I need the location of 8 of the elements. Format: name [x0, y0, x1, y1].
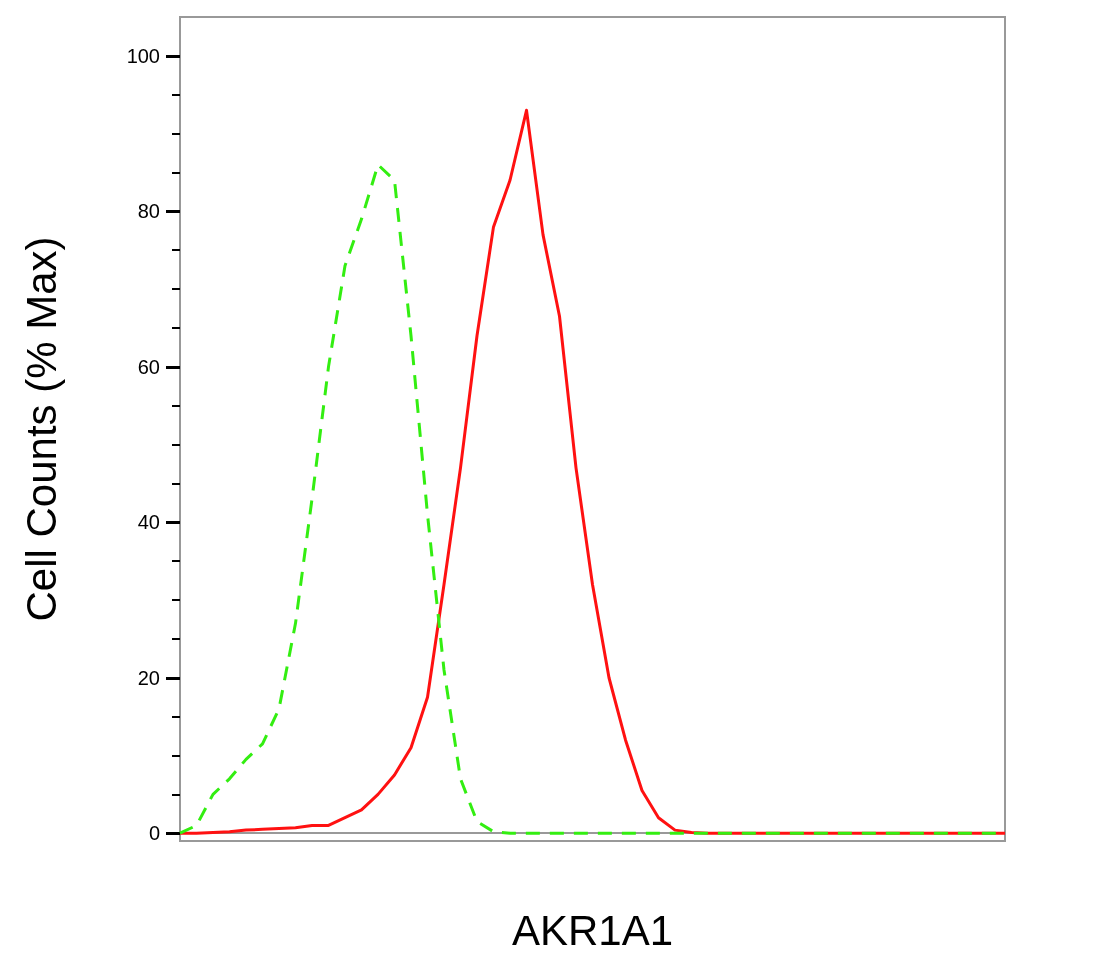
y-tick-label: 20 [137, 666, 160, 689]
y-tick-label: 60 [137, 355, 160, 378]
x-axis-title: AKR1A1 [511, 906, 674, 954]
y-tick-label: 100 [126, 44, 160, 67]
y-tick-label: 40 [137, 511, 160, 534]
y-tick-label: 0 [148, 822, 160, 845]
y-tick-label: 80 [137, 200, 160, 223]
y-axis-title: Cell Counts (% Max) [17, 236, 65, 622]
